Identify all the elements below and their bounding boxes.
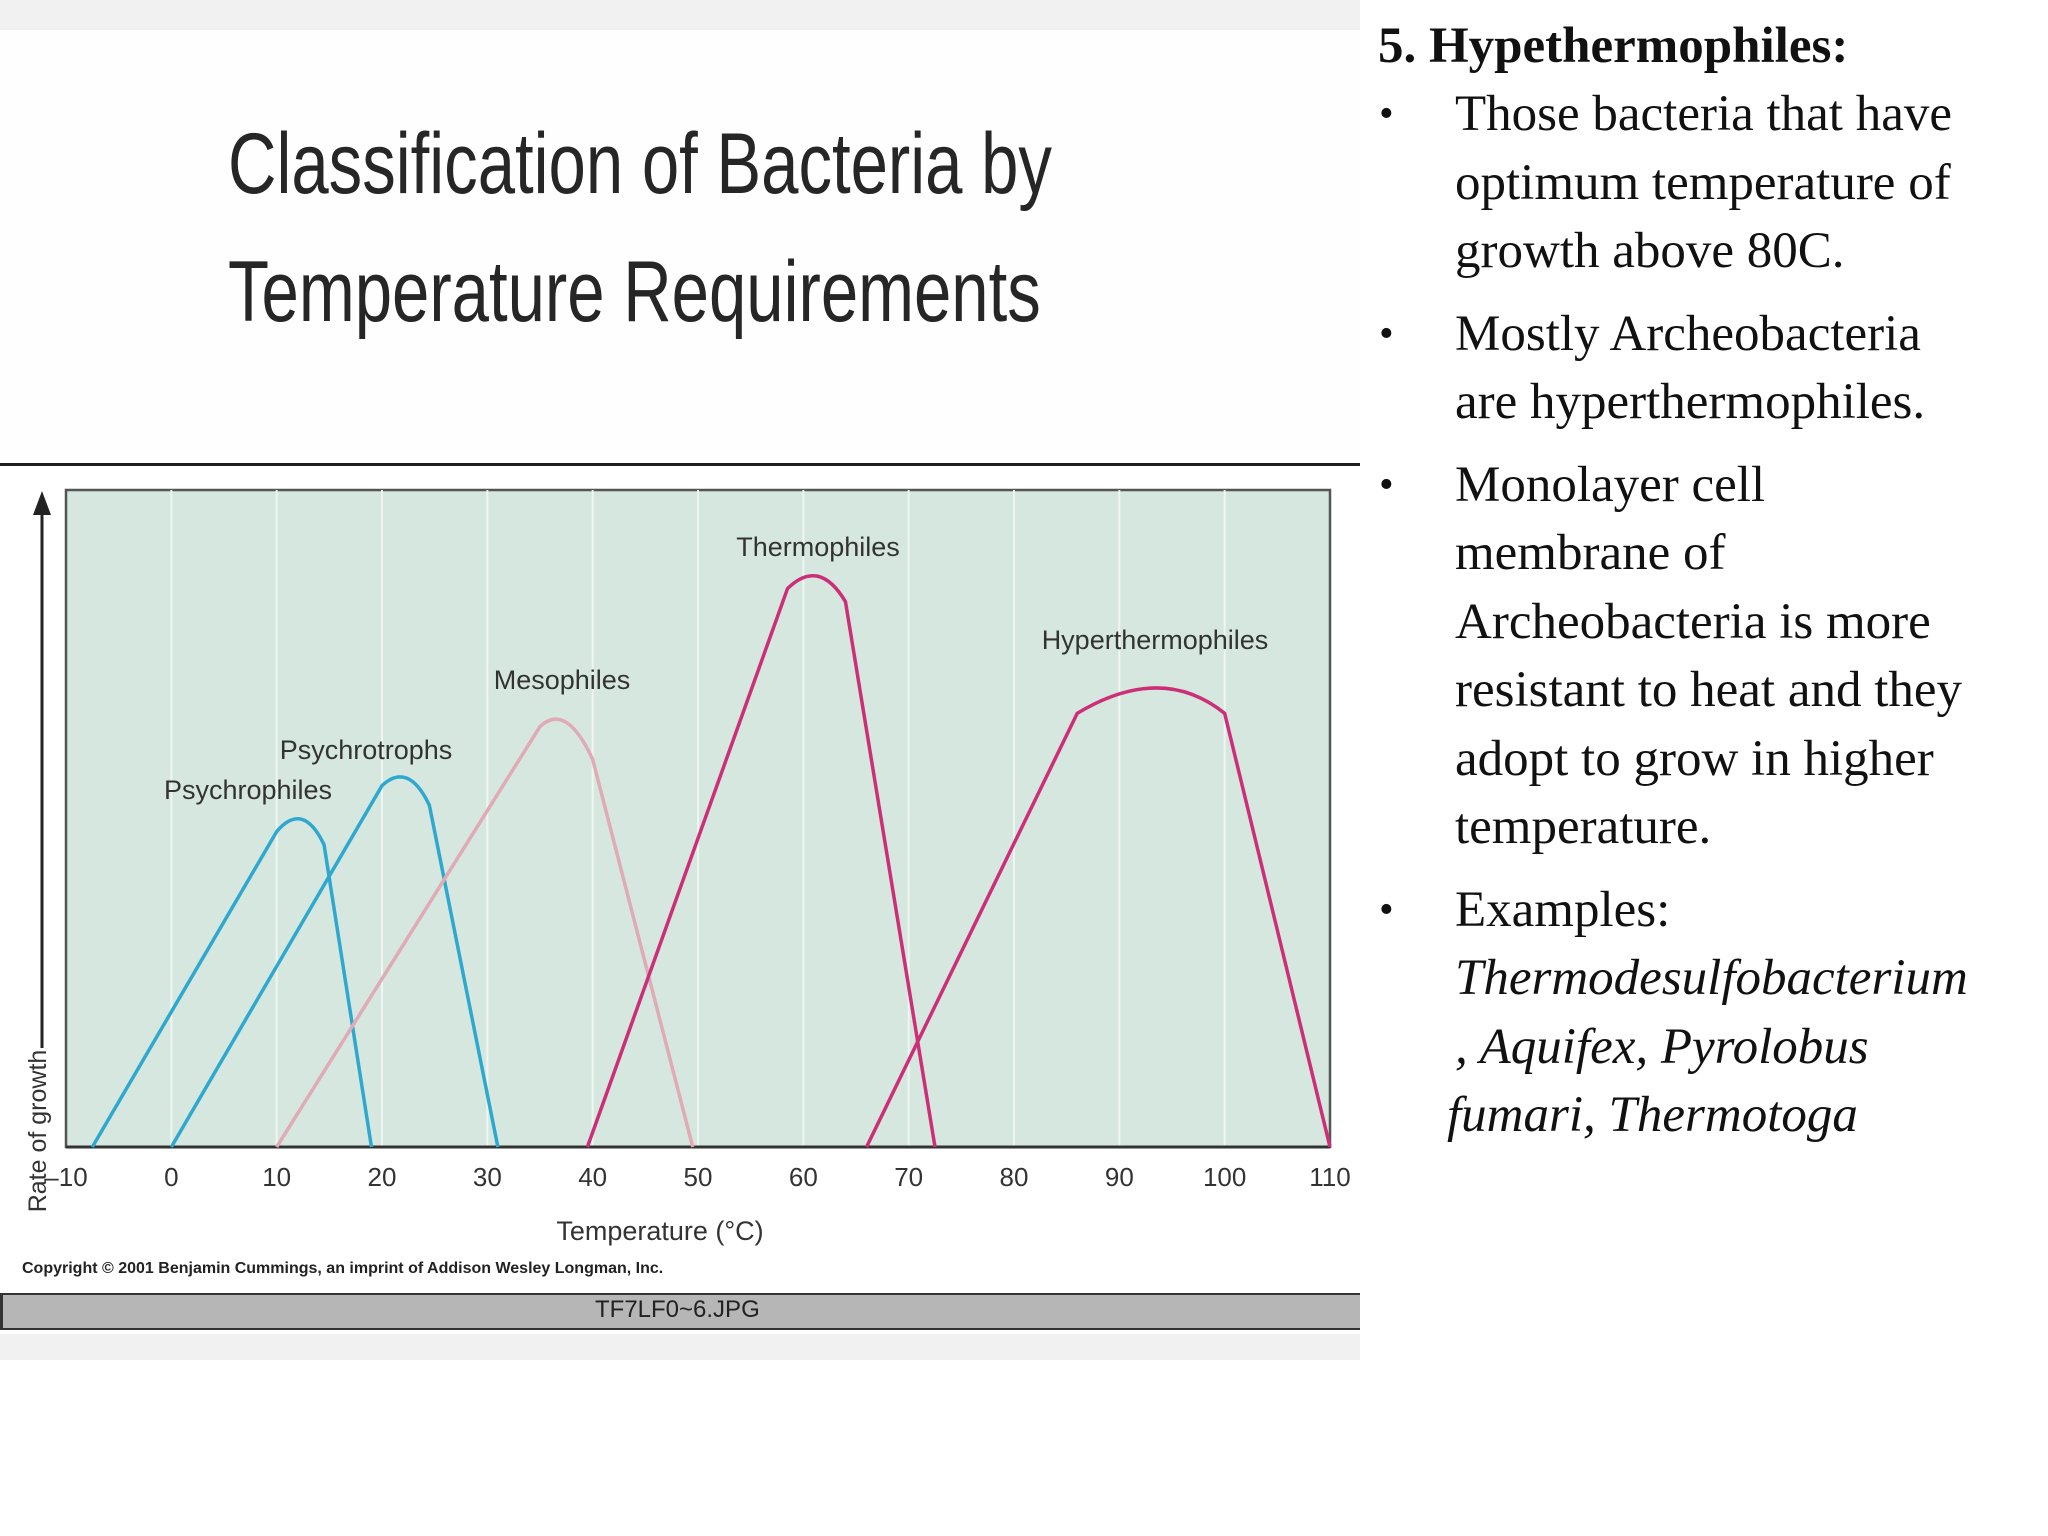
slide-bottom-strip bbox=[0, 1330, 1360, 1360]
bullet-line: are hyperthermophiles. bbox=[1455, 374, 1926, 430]
bullet-icon: • bbox=[1379, 886, 1394, 933]
example-species-line: fumari, Thermotoga bbox=[1447, 1087, 1858, 1143]
bullet-line: Those bacteria that have bbox=[1455, 86, 1953, 142]
growth-rate-chart: Rate of growth–10 0 10 20 30 40 50 60 70 80 90 100 1… bbox=[24, 488, 1351, 1246]
example-species-line: Thermodesulfobacterium bbox=[1455, 950, 1968, 1006]
bullet-item: • Mostly Archeobacteria are hyperthermop… bbox=[1375, 300, 2035, 437]
x-tick-label: 110 bbox=[1309, 1162, 1350, 1192]
bullet-line: Mostly Archeobacteria bbox=[1455, 305, 1921, 362]
series-line-hyperthermophiles bbox=[864, 686, 1332, 1148]
bullet-line: Archeobacteria is more bbox=[1455, 593, 1931, 650]
x-tick-label: 50 bbox=[684, 1162, 713, 1192]
series-label: Mesophiles bbox=[494, 665, 631, 695]
series-line-psychrotrophs bbox=[169, 775, 500, 1148]
x-tick-label: 100 bbox=[1203, 1162, 1246, 1192]
series-line-thermophiles bbox=[585, 573, 937, 1148]
bullet-line: growth above 80C. bbox=[1455, 223, 1845, 279]
series-label: Hyperthermophiles bbox=[1042, 625, 1269, 655]
bullet-line: temperature. bbox=[1455, 799, 1712, 855]
series-label: Thermophiles bbox=[736, 532, 900, 562]
y-axis-label: Rate of growth bbox=[24, 1050, 52, 1213]
x-tick-label: 70 bbox=[894, 1162, 923, 1192]
x-tick-label: 80 bbox=[1000, 1162, 1029, 1192]
bullet-item: • Examples: Thermodesulfobacterium , Aqu… bbox=[1375, 876, 2035, 1150]
bullet-line: adopt to grow in higher bbox=[1455, 730, 1934, 787]
x-tick-label: 40 bbox=[578, 1162, 607, 1192]
slide-title: Classification of Bacteria by Temperatur… bbox=[228, 100, 1052, 356]
slide-title-line-2: Temperature Requirements bbox=[228, 244, 1041, 340]
x-tick-label: –10 bbox=[44, 1162, 87, 1192]
slide-top-strip bbox=[0, 0, 1360, 30]
x-tick-label: 10 bbox=[262, 1162, 291, 1192]
bullet-line: membrane of bbox=[1455, 525, 1726, 581]
x-tick-label: 20 bbox=[368, 1162, 397, 1192]
notes-heading: 5. Hypethermophiles: bbox=[1378, 18, 1849, 74]
caption-bar bbox=[0, 1293, 1360, 1330]
x-tick-label: 90 bbox=[1105, 1162, 1134, 1192]
series-line-mesophiles bbox=[275, 717, 695, 1148]
x-tick-label: 0 bbox=[164, 1162, 178, 1192]
bullet-line: optimum temperature of bbox=[1455, 154, 1951, 211]
bullet-icon: • bbox=[1379, 461, 1394, 508]
bullet-icon: • bbox=[1379, 310, 1394, 357]
bullet-line: resistant to heat and they bbox=[1455, 662, 1963, 718]
bullet-icon: • bbox=[1379, 91, 1394, 137]
x-tick-label: 30 bbox=[473, 1162, 502, 1192]
slide-title-line-1: Classification of Bacteria by bbox=[228, 116, 1052, 212]
notes-bullet-list: • Those bacteria that have optimum tempe… bbox=[1375, 80, 2035, 1150]
series-label: Psychrotrophs bbox=[280, 735, 453, 765]
series-label: Psychrophiles bbox=[164, 775, 332, 805]
bullet-item: • Monolayer cell membrane of Archeobacte… bbox=[1375, 451, 2035, 862]
example-species-line: , Aquifex, Pyrolobus bbox=[1455, 1018, 1869, 1075]
notes-panel: 5. Hypethermophiles: • Those bacteria th… bbox=[1375, 14, 2035, 1164]
x-tick-label: 60 bbox=[789, 1162, 818, 1192]
copyright-text: Copyright © 2001 Benjamin Cummings, an i… bbox=[22, 1260, 664, 1277]
bullet-line: Examples: bbox=[1455, 881, 1671, 938]
bullet-item: • Those bacteria that have optimum tempe… bbox=[1375, 80, 2035, 286]
y-axis-arrowhead-icon bbox=[33, 491, 51, 515]
series-line-psychrophiles bbox=[90, 817, 374, 1148]
bullet-line: Monolayer cell bbox=[1455, 456, 1766, 513]
caption-text: TF7LF0~6.JPG bbox=[595, 1296, 760, 1323]
x-axis-label: Temperature (°C) bbox=[556, 1216, 763, 1246]
